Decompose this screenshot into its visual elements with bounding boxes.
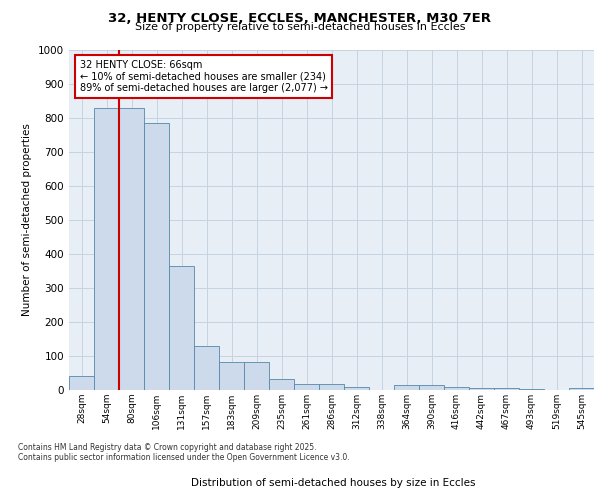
Bar (444, 386, 469, 390)
Y-axis label: Number of semi-detached properties: Number of semi-detached properties (22, 124, 32, 316)
Bar (569, 388, 594, 390)
Bar (394, 385, 419, 390)
Text: 32, HENTY CLOSE, ECCLES, MANCHESTER, M30 7ER: 32, HENTY CLOSE, ECCLES, MANCHESTER, M30… (109, 12, 491, 26)
Bar (169, 266, 194, 390)
Bar (119, 108, 144, 390)
Bar (419, 385, 444, 390)
Bar (94, 108, 119, 390)
Text: Size of property relative to semi-detached houses in Eccles: Size of property relative to semi-detach… (135, 22, 465, 32)
Bar (144, 123, 169, 390)
Text: Contains HM Land Registry data © Crown copyright and database right 2025.
Contai: Contains HM Land Registry data © Crown c… (18, 442, 350, 462)
Bar (69, 376, 94, 390)
Bar (469, 388, 494, 390)
Bar (244, 362, 269, 390)
Bar (269, 379, 294, 390)
Bar (219, 362, 244, 390)
Text: 32 HENTY CLOSE: 66sqm
← 10% of semi-detached houses are smaller (234)
89% of sem: 32 HENTY CLOSE: 66sqm ← 10% of semi-deta… (79, 60, 328, 94)
Bar (344, 386, 369, 390)
Bar (194, 346, 219, 390)
Text: Distribution of semi-detached houses by size in Eccles: Distribution of semi-detached houses by … (191, 478, 475, 488)
Bar (319, 384, 344, 390)
Bar (494, 388, 519, 390)
Bar (294, 384, 319, 390)
